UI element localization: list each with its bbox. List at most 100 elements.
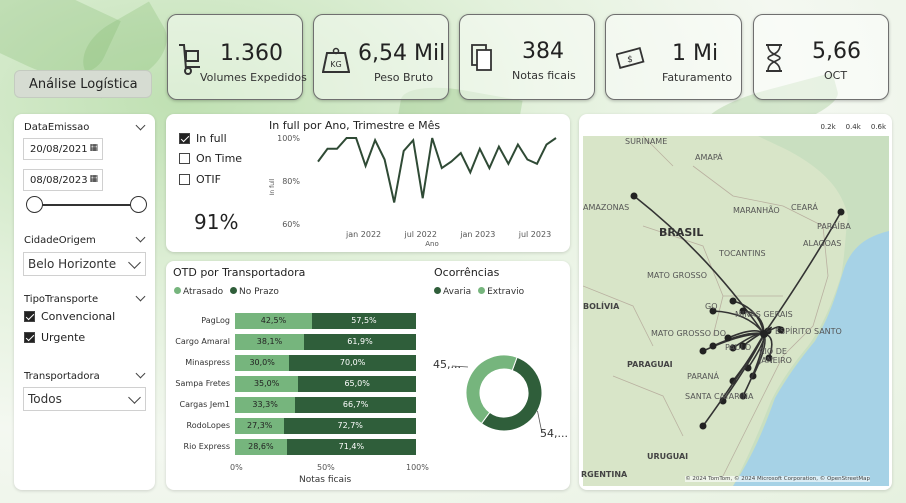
donut-label-avaria: 54,...	[540, 427, 568, 440]
chevron-down-icon[interactable]	[128, 256, 141, 269]
route-line	[702, 333, 765, 427]
date-slider-handle-start[interactable]	[26, 196, 43, 213]
bar-segment-atrasado[interactable]: 33,3%	[235, 397, 296, 413]
chevron-down-icon[interactable]	[135, 368, 146, 379]
x-tick: 0%	[230, 463, 243, 472]
bar-segment-no-prazo[interactable]: 65,0%	[298, 376, 416, 392]
city-marker[interactable]	[837, 208, 845, 216]
bar-segment-atrasado[interactable]: 30,0%	[235, 355, 290, 371]
city-marker[interactable]	[729, 297, 737, 305]
map-label: BOLÍVIA	[583, 302, 620, 311]
bar-row[interactable]: Rio Express 28,6% 71,4%	[166, 439, 426, 455]
donut-legend: Avaria Extravio	[434, 287, 524, 297]
bar-row[interactable]: Cargo Amaral 38,1% 61,9%	[166, 334, 426, 350]
bar-row[interactable]: Minaspress 30,0% 70,0%	[166, 355, 426, 371]
map-canvas[interactable]	[583, 136, 889, 486]
bar-segment-atrasado[interactable]: 27,3%	[235, 418, 285, 434]
bar-segment-atrasado[interactable]: 28,6%	[235, 439, 287, 455]
transportadora-filter-label: Transportadora	[24, 371, 100, 382]
infull-option[interactable]	[179, 133, 190, 144]
date-filter-label: DataEmissao	[24, 122, 90, 133]
map-label: ALAGOAS	[803, 239, 842, 248]
city-marker[interactable]	[729, 344, 737, 352]
x-tick: jan 2022	[345, 230, 381, 239]
city-marker[interactable]	[699, 347, 707, 355]
bar-category-label: Sampa Fretes	[175, 379, 230, 388]
bar-segment-no-prazo[interactable]: 66,7%	[295, 397, 416, 413]
calendar-icon[interactable]: ▦	[89, 143, 98, 153]
cidade-dropdown[interactable]: Belo Horizonte	[23, 252, 146, 276]
bar-segment-atrasado[interactable]: 38,1%	[235, 334, 304, 350]
origin-marker[interactable]	[760, 330, 768, 338]
donut-slice-extravio[interactable]	[465, 354, 518, 425]
legend-atrasado: Atrasado	[183, 287, 224, 297]
convencional-checkbox[interactable]	[24, 311, 35, 322]
city-marker[interactable]	[739, 342, 747, 350]
line-chart-title: In full por Ano, Trimestre e Mês	[269, 119, 441, 132]
infull-value: 91%	[194, 210, 239, 234]
bar-segment-no-prazo[interactable]: 57,5%	[311, 313, 416, 329]
city-marker[interactable]	[709, 307, 717, 315]
bar-row[interactable]: Cargas Jem1 33,3% 66,7%	[166, 397, 426, 413]
map-panel[interactable]: 0.2k 0.4k 0.6k SURINAME AMAPÁ BRASIL MARAN…	[579, 114, 892, 490]
cidade-value: Belo Horizonte	[28, 257, 117, 271]
x-tick: jul 2023	[518, 230, 551, 239]
legend-avaria: Avaria	[443, 287, 472, 297]
filter-panel: DataEmissao 20/08/2021 ▦ 08/08/2023 ▦ Cida…	[14, 114, 155, 490]
donut-chart-title: Ocorrências	[434, 266, 500, 279]
bar-segment-atrasado[interactable]: 42,5%	[235, 313, 312, 329]
end-date-input[interactable]: 08/08/2023 ▦	[23, 169, 103, 191]
bar-segment-no-prazo[interactable]: 71,4%	[286, 439, 416, 455]
bar-segment-no-prazo[interactable]: 72,7%	[284, 418, 416, 434]
x-tick: jan 2023	[459, 230, 495, 239]
bar-segment-atrasado[interactable]: 35,0%	[235, 376, 299, 392]
chevron-down-icon[interactable]	[128, 391, 141, 404]
route-line	[742, 333, 765, 397]
bar-segment-no-prazo[interactable]: 61,9%	[303, 334, 416, 350]
donut-slice-avaria[interactable]	[480, 356, 543, 432]
bar-category-label: Minaspress	[185, 358, 230, 367]
map-label: CEARÁ	[791, 203, 818, 212]
bar-row[interactable]: Sampa Fretes 35,0% 65,0%	[166, 376, 426, 392]
bar-segment-no-prazo[interactable]: 70,0%	[289, 355, 416, 371]
transportadora-dropdown[interactable]: Todos	[23, 387, 146, 411]
chevron-down-icon[interactable]	[135, 120, 146, 131]
city-marker[interactable]	[765, 354, 773, 362]
city-marker[interactable]	[630, 192, 638, 200]
urgente-checkbox[interactable]	[24, 332, 35, 343]
start-date-input[interactable]: 20/08/2021 ▦	[23, 138, 103, 160]
bar-row[interactable]: RodoLopes 27,3% 72,7%	[166, 418, 426, 434]
date-slider-handle-end[interactable]	[130, 196, 147, 213]
city-marker[interactable]	[739, 307, 747, 315]
ontime-option[interactable]	[179, 153, 190, 164]
chevron-down-icon[interactable]	[135, 291, 146, 302]
kpi-label: Faturamento	[662, 71, 733, 84]
map-label: SURINAME	[625, 137, 668, 146]
map-label: MATO GROSSO DO	[651, 329, 726, 338]
map-label: ESPÍRITO SANTO	[775, 327, 842, 336]
city-marker[interactable]	[699, 422, 707, 430]
kpi-label: OCT	[824, 69, 848, 82]
bar-row[interactable]: PagLog 42,5% 57,5%	[166, 313, 426, 329]
otif-option[interactable]	[179, 174, 190, 185]
date-slider-track[interactable]	[34, 204, 140, 206]
city-marker[interactable]	[709, 342, 717, 350]
x-tick: 100%	[406, 463, 429, 472]
legend-dot-atrasado	[174, 287, 181, 294]
money-icon: $	[616, 47, 645, 69]
chevron-down-icon[interactable]	[135, 232, 146, 243]
map-label: RGENTINA	[581, 470, 628, 479]
map-attribution: © 2024 TomTom, © 2024 Microsoft Corporat…	[685, 476, 870, 482]
calendar-icon[interactable]: ▦	[89, 174, 98, 184]
bar-category-label: Rio Express	[183, 442, 230, 451]
city-marker[interactable]	[724, 334, 732, 342]
transportadora-value: Todos	[28, 392, 62, 406]
kpi-value: 384	[522, 39, 564, 64]
infull-series-line	[317, 137, 557, 203]
city-marker[interactable]	[739, 392, 747, 400]
cidade-filter-label: CidadeOrigem	[24, 235, 96, 246]
city-marker[interactable]	[777, 326, 785, 334]
convencional-label: Convencional	[41, 310, 116, 323]
kpi-value: 5,66	[812, 39, 861, 64]
scale-label: 0.4k	[845, 123, 861, 131]
